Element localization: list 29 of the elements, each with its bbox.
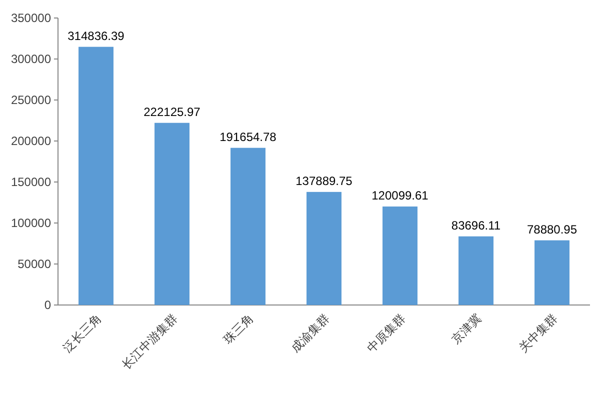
data-label: 83696.11 bbox=[451, 218, 501, 232]
x-tick-label: 泛长三角 bbox=[60, 311, 104, 356]
bar bbox=[534, 240, 570, 305]
data-label: 78880.95 bbox=[526, 222, 578, 236]
bar bbox=[154, 122, 190, 305]
data-label: 222125.97 bbox=[144, 104, 201, 119]
y-tick-label: 0 bbox=[44, 298, 52, 312]
bar bbox=[382, 206, 418, 305]
x-tick-label: 珠三角 bbox=[220, 311, 256, 347]
x-tick-label: 中原集群 bbox=[364, 311, 408, 356]
x-tick-label: 关中集群 bbox=[516, 311, 560, 356]
y-tick-label: 250000 bbox=[10, 93, 52, 107]
y-tick-label: 150000 bbox=[10, 175, 52, 189]
bar bbox=[458, 236, 494, 305]
y-tick-label: 350000 bbox=[10, 11, 52, 25]
bar bbox=[78, 46, 114, 305]
x-tick-label: 长江中游集群 bbox=[119, 311, 180, 372]
x-tick-label: 成渝集群 bbox=[288, 311, 332, 356]
y-tick-label: 300000 bbox=[10, 52, 52, 66]
bar bbox=[306, 192, 342, 305]
data-label: 314836.39 bbox=[68, 28, 125, 43]
data-label: 191654.78 bbox=[220, 130, 277, 144]
bar bbox=[230, 148, 266, 305]
y-tick-label: 50000 bbox=[18, 257, 52, 271]
y-tick-label: 200000 bbox=[10, 134, 52, 148]
x-tick-label: 京津冀 bbox=[448, 311, 484, 347]
data-label: 120099.61 bbox=[372, 188, 429, 203]
y-tick-label: 100000 bbox=[10, 216, 52, 230]
data-label: 137889.75 bbox=[296, 174, 353, 188]
